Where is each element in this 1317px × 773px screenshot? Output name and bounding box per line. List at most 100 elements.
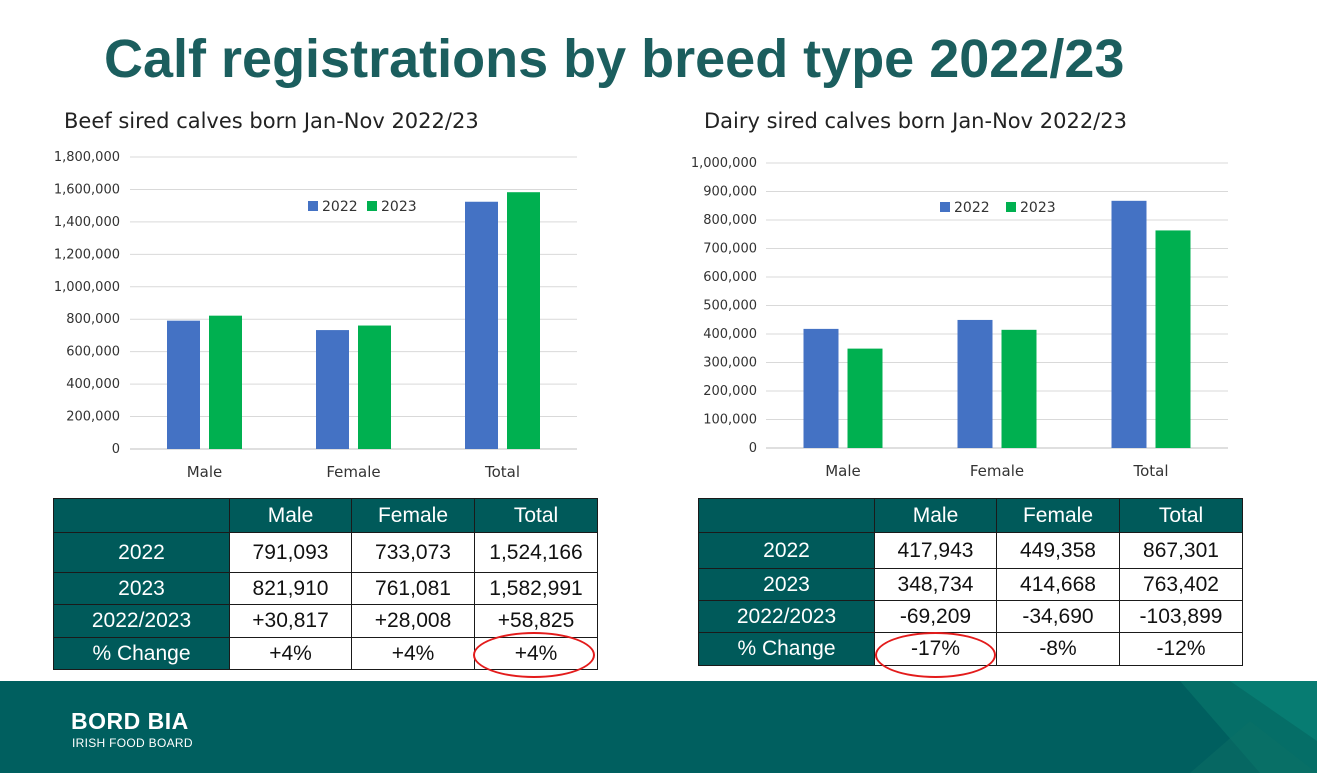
bar-2023-male: [209, 315, 242, 449]
row-label: % Change: [53, 637, 230, 670]
highlight-ring-dairy-male-change: [875, 632, 996, 678]
bar-2022-male: [167, 320, 200, 449]
table-header-female: Female: [351, 498, 475, 533]
table-row: 2022/2023 -69,209 -34,690 -103,899: [698, 600, 1243, 633]
footer-band: BORD BIA IRISH FOOD BOARD: [0, 681, 1317, 773]
table-cell: -8%: [996, 632, 1120, 666]
y-tick-label: 1,600,000: [54, 182, 120, 197]
y-tick-label: 600,000: [703, 270, 757, 285]
x-tick-label: Female: [326, 463, 380, 481]
table-cell: +58,825: [474, 604, 598, 638]
table-header-female: Female: [996, 498, 1120, 533]
row-label: 2022/2023: [698, 600, 875, 633]
y-tick-label: 700,000: [703, 242, 757, 257]
bar-2023-total: [507, 192, 540, 449]
table-row: 2022 417,943 449,358 867,301: [698, 532, 1243, 569]
brand-logo-tagline: IRISH FOOD BOARD: [72, 736, 193, 750]
table-cell: -34,690: [996, 600, 1120, 633]
brand-logo: BORD BIA: [71, 708, 189, 734]
table-cell: 449,358: [996, 532, 1120, 569]
y-tick-label: 400,000: [66, 377, 120, 392]
bar-2023-total: [1155, 230, 1191, 448]
table-header-empty: [698, 498, 875, 533]
legend-label-2023: 2023: [381, 199, 417, 215]
table-cell: -103,899: [1119, 600, 1243, 633]
x-tick-label: Male: [187, 463, 223, 481]
bar-2022-female: [316, 330, 349, 449]
table-row: 2022/2023 +30,817 +28,008 +58,825: [53, 604, 598, 638]
table-cell: 348,734: [874, 568, 997, 601]
y-tick-label: 0: [112, 442, 120, 457]
page-title: Calf registrations by breed type 2022/23: [104, 29, 1125, 89]
table-cell: 1,582,991: [474, 572, 598, 605]
table-cell: 733,073: [351, 532, 475, 573]
table-header-total: Total: [1119, 498, 1243, 533]
legend-swatch-2023: [1006, 202, 1016, 212]
table-cell: 867,301: [1119, 532, 1243, 569]
bar-2023-female: [1001, 329, 1037, 448]
bar-2022-male: [803, 328, 839, 448]
beef-chart-title: Beef sired calves born Jan-Nov 2022/23: [64, 109, 479, 133]
table-cell: 761,081: [351, 572, 475, 605]
dairy-chart: 0 100,000 200,000 300,000 400,000 500,000 600,…: [691, 156, 1228, 480]
table-header-male: Male: [874, 498, 997, 533]
table-row: 2023 348,734 414,668 763,402: [698, 568, 1243, 601]
table-cell: 763,402: [1119, 568, 1243, 601]
table-cell: 417,943: [874, 532, 997, 569]
beef-chart: 0 200,000 400,000 600,000 800,000 1,000,000 1,…: [54, 150, 577, 481]
x-tick-label: Female: [970, 462, 1024, 480]
dairy-chart-title: Dairy sired calves born Jan-Nov 2022/23: [704, 109, 1127, 133]
x-tick-label: Total: [1132, 462, 1168, 480]
table-cell: 414,668: [996, 568, 1120, 601]
table-row: 2022 791,093 733,073 1,524,166: [53, 532, 598, 573]
row-label: 2023: [698, 568, 875, 601]
legend-label-2023: 2023: [1020, 200, 1056, 216]
y-tick-label: 900,000: [703, 185, 757, 200]
table-cell: -69,209: [874, 600, 997, 633]
table-row: 2023 821,910 761,081 1,582,991: [53, 572, 598, 605]
row-label: 2022: [698, 532, 875, 569]
table-cell: -12%: [1119, 632, 1243, 666]
bar-2022-female: [957, 319, 993, 448]
legend-label-2022: 2022: [322, 199, 358, 215]
y-tick-label: 1,000,000: [691, 156, 757, 171]
y-tick-label: 600,000: [66, 345, 120, 360]
table-cell: 791,093: [229, 532, 352, 573]
y-tick-label: 0: [749, 441, 757, 456]
bar-2023-male: [847, 348, 883, 448]
table-header-total: Total: [474, 498, 598, 533]
legend-swatch-2022: [308, 201, 318, 211]
x-tick-label: Male: [825, 462, 861, 480]
y-tick-label: 800,000: [703, 213, 757, 228]
y-tick-label: 500,000: [703, 299, 757, 314]
bar-2022-total: [1111, 200, 1147, 448]
legend-label-2022: 2022: [954, 200, 990, 216]
row-label: % Change: [698, 632, 875, 666]
x-tick-label: Total: [484, 463, 520, 481]
row-label: 2022/2023: [53, 604, 230, 638]
table-cell: 1,524,166: [474, 532, 598, 573]
y-tick-label: 200,000: [703, 384, 757, 399]
y-tick-label: 100,000: [703, 413, 757, 428]
y-tick-label: 1,200,000: [54, 247, 120, 262]
legend-swatch-2022: [940, 202, 950, 212]
y-tick-label: 800,000: [66, 312, 120, 327]
table-cell: +28,008: [351, 604, 475, 638]
table-header-empty: [53, 498, 230, 533]
table-cell: +30,817: [229, 604, 352, 638]
row-label: 2022: [53, 532, 230, 573]
row-label: 2023: [53, 572, 230, 605]
highlight-ring-beef-total-change: [473, 632, 595, 678]
y-tick-label: 200,000: [66, 410, 120, 425]
table-cell: +4%: [351, 637, 475, 670]
table-cell: +4%: [229, 637, 352, 670]
y-tick-label: 1,400,000: [54, 215, 120, 230]
y-tick-label: 300,000: [703, 356, 757, 371]
table-cell: 821,910: [229, 572, 352, 605]
legend-swatch-2023: [367, 201, 377, 211]
bar-2022-total: [465, 201, 498, 449]
footer-decoration: [1180, 681, 1317, 773]
y-tick-label: 1,800,000: [54, 150, 120, 165]
table-header-male: Male: [229, 498, 352, 533]
y-tick-label: 400,000: [703, 327, 757, 342]
